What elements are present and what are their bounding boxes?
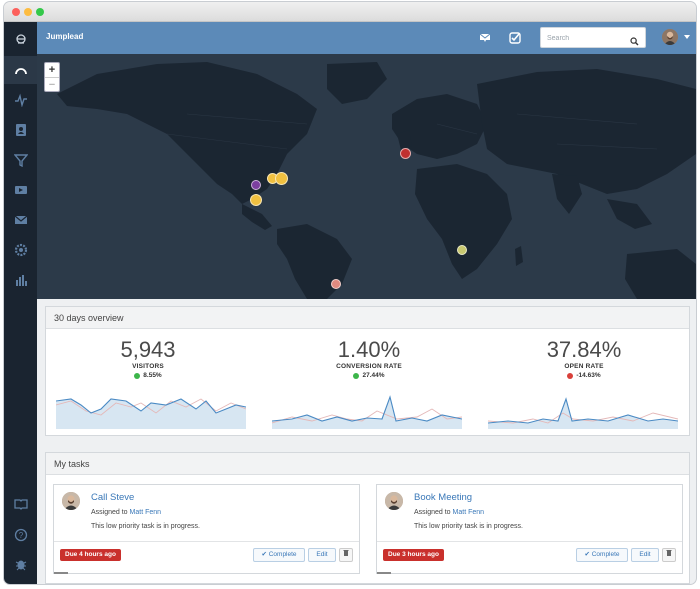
stat-label: CONVERSION RATE: [336, 363, 402, 370]
stat-change: 27.44%: [362, 372, 385, 379]
task-card: Call Steve Assigned to Matt Fenn This lo…: [53, 484, 360, 574]
zoom-in-button[interactable]: +: [48, 64, 56, 76]
bug-icon: [15, 560, 26, 571]
tasks-panel: My tasks Call Steve Assigned to Matt Fen…: [45, 452, 690, 584]
visitors-sparkline[interactable]: [56, 391, 246, 429]
chevron-down-icon[interactable]: [684, 35, 690, 39]
delete-button[interactable]: [339, 548, 353, 562]
trash-icon: [343, 550, 349, 556]
dashboard-gauge-icon: [14, 68, 27, 75]
stat-conversion-rate: 1.40% CONVERSION RATE 27.44%: [269, 337, 469, 380]
task-description: This low priority task is in progress.: [414, 523, 523, 530]
trend-down-icon: [567, 372, 574, 379]
search-input[interactable]: [547, 31, 627, 45]
complete-button[interactable]: ✔ Complete: [576, 548, 628, 562]
mail-icon: [14, 215, 27, 224]
overview-title: 30 days overview: [46, 307, 689, 329]
task-progress-bar: [377, 572, 391, 574]
stat-value: 5,943: [120, 337, 176, 362]
stat-value: 1.40%: [337, 337, 401, 362]
assignee-link[interactable]: Matt Fenn: [452, 509, 485, 516]
visitor-world-map[interactable]: + −: [37, 54, 696, 299]
book-icon: [13, 499, 28, 510]
tasks-title: My tasks: [46, 453, 689, 475]
funnel-icon: [13, 154, 28, 167]
task-card: Book Meeting Assigned to Matt Fenn This …: [376, 484, 683, 574]
help-icon: ?: [14, 528, 27, 542]
sidebar-item-docs[interactable]: [4, 490, 37, 518]
edit-button[interactable]: Edit: [308, 548, 336, 562]
stat-visitors: 5,943 VISITORS 8.55%: [48, 337, 248, 380]
sidebar-item-mail[interactable]: [4, 206, 37, 234]
sidebar-item-help[interactable]: ?: [4, 521, 37, 549]
map-marker[interactable]: [331, 279, 341, 289]
check-icon: ✔: [584, 551, 590, 558]
assignee-link[interactable]: Matt Fenn: [129, 509, 162, 516]
close-window-button[interactable]: [12, 8, 20, 16]
reports-bar-chart-icon: [15, 275, 27, 286]
task-progress-bar: [54, 572, 68, 574]
assigned-label: Assigned to: [91, 509, 128, 516]
due-badge: Due 3 hours ago: [383, 549, 444, 561]
complete-button[interactable]: ✔ Complete: [253, 548, 305, 562]
app-window: ? Jumplead: [4, 2, 696, 584]
campaign-icon: [14, 186, 27, 194]
stat-label: OPEN RATE: [564, 363, 604, 370]
window-titlebar: [4, 2, 696, 22]
overview-panel: 30 days overview 5,943 VISITORS 8.55% 1.…: [45, 306, 690, 436]
sidebar-item-contacts[interactable]: [4, 116, 37, 144]
map-marker[interactable]: [457, 245, 467, 255]
inbox-flag-icon[interactable]: [477, 30, 493, 46]
assigned-label: Assigned to: [414, 509, 451, 516]
stat-open-rate: 37.84% OPEN RATE -14.63%: [484, 337, 684, 380]
stat-change: -14.63%: [576, 372, 601, 379]
tasks-check-icon[interactable]: [507, 30, 523, 46]
brand-name[interactable]: Jumplead: [46, 32, 84, 41]
map-marker[interactable]: [275, 172, 288, 185]
map-marker[interactable]: [251, 180, 261, 190]
sidebar-item-settings[interactable]: [4, 236, 37, 264]
task-description: This low priority task is in progress.: [91, 523, 200, 530]
trend-up-icon: [353, 372, 360, 379]
sidebar-item-reports[interactable]: [4, 266, 37, 294]
map-marker[interactable]: [250, 194, 262, 206]
user-avatar[interactable]: [662, 29, 678, 45]
sidebar-item-funnel[interactable]: [4, 146, 37, 174]
minimize-window-button[interactable]: [24, 8, 32, 16]
due-badge: Due 4 hours ago: [60, 549, 121, 561]
activity-pulse-icon: [14, 93, 27, 107]
world-map-landmass: [57, 62, 696, 299]
sidebar-item-dashboard[interactable]: [4, 56, 37, 84]
open-rate-sparkline[interactable]: [488, 391, 678, 429]
task-title[interactable]: Book Meeting: [414, 492, 473, 503]
sidebar: ?: [4, 22, 37, 584]
svg-text:?: ?: [18, 531, 23, 540]
check-icon: ✔: [261, 551, 267, 558]
sidebar-item-campaigns[interactable]: [4, 176, 37, 204]
conversion-sparkline[interactable]: [272, 391, 462, 429]
edit-button[interactable]: Edit: [631, 548, 659, 562]
stat-value: 37.84%: [546, 337, 622, 362]
logo-icon[interactable]: [4, 26, 37, 54]
task-title[interactable]: Call Steve: [91, 492, 135, 503]
search-box: [540, 27, 646, 48]
sidebar-item-bug-report[interactable]: [4, 550, 37, 578]
avatar: [385, 492, 403, 510]
map-zoom-control: + −: [44, 62, 60, 92]
search-icon[interactable]: [630, 33, 639, 51]
sidebar-item-activity[interactable]: [4, 86, 37, 114]
stat-change: 8.55%: [143, 372, 162, 379]
contacts-icon: [15, 124, 26, 136]
trash-icon: [666, 550, 672, 556]
zoom-out-button[interactable]: −: [45, 77, 59, 91]
avatar: [62, 492, 80, 510]
zoom-window-button[interactable]: [36, 8, 44, 16]
map-marker[interactable]: [400, 148, 411, 159]
delete-button[interactable]: [662, 548, 676, 562]
stat-label: VISITORS: [132, 363, 164, 370]
settings-cog-icon: [14, 243, 27, 257]
top-bar: Jumplead: [37, 22, 696, 54]
trend-up-icon: [134, 372, 141, 379]
